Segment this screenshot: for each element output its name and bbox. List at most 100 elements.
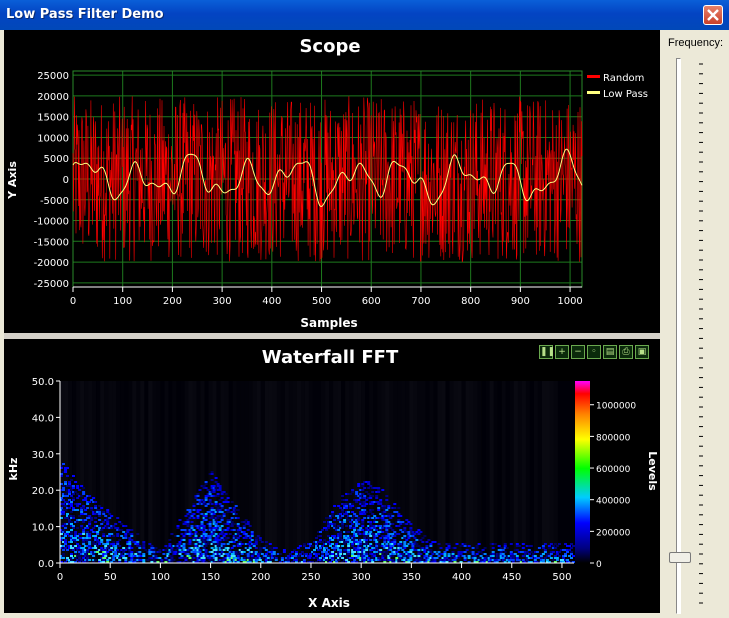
waterfall-background-column bbox=[465, 381, 470, 563]
waterfall-cell bbox=[351, 545, 355, 547]
waterfall-cell bbox=[347, 539, 351, 541]
waterfall-cell bbox=[204, 519, 208, 521]
waterfall-cell bbox=[62, 485, 65, 487]
waterfall-cell bbox=[437, 561, 441, 563]
waterfall-cell bbox=[142, 545, 146, 547]
waterfall-cell bbox=[106, 517, 110, 519]
frequency-slider-thumb[interactable] bbox=[669, 552, 691, 564]
waterfall-cell bbox=[178, 553, 182, 555]
waterfall-cell bbox=[407, 521, 411, 523]
waterfall-cell bbox=[128, 555, 132, 557]
waterfall-cell bbox=[471, 553, 475, 555]
waterfall-cell bbox=[499, 549, 503, 551]
waterfall-cell bbox=[214, 481, 218, 483]
waterfall-cell bbox=[345, 503, 349, 505]
save-icon[interactable]: ▣ bbox=[635, 345, 649, 359]
waterfall-cell bbox=[74, 491, 78, 493]
waterfall-cell bbox=[86, 545, 90, 547]
waterfall-cell bbox=[68, 507, 71, 509]
waterfall-cell bbox=[379, 531, 383, 533]
waterfall-cell bbox=[341, 539, 345, 541]
waterfall-cell bbox=[90, 531, 94, 533]
waterfall-cell bbox=[94, 513, 98, 515]
waterfall-cell bbox=[70, 487, 73, 489]
waterfall-cell bbox=[349, 493, 353, 495]
print-icon[interactable]: ⎙ bbox=[619, 345, 633, 359]
waterfall-cell bbox=[345, 493, 349, 495]
waterfall-cell bbox=[503, 555, 507, 557]
waterfall-cell bbox=[349, 521, 353, 523]
close-button[interactable] bbox=[703, 5, 723, 25]
waterfall-cell bbox=[86, 503, 90, 505]
waterfall-cell bbox=[353, 541, 357, 543]
waterfall-cell bbox=[393, 531, 397, 533]
waterfall-cell bbox=[184, 559, 188, 561]
waterfall-cell bbox=[256, 559, 260, 561]
waterfall-cell bbox=[391, 559, 395, 561]
waterfall-cell bbox=[128, 533, 132, 535]
pause-icon[interactable]: ❚❚ bbox=[539, 345, 556, 359]
copy-icon[interactable]: ▤ bbox=[603, 345, 617, 359]
waterfall-cell bbox=[572, 561, 575, 563]
waterfall-cell bbox=[250, 535, 254, 537]
waterfall-cell bbox=[208, 517, 212, 519]
waterfall-cell bbox=[64, 483, 67, 485]
waterfall-cell bbox=[118, 559, 122, 561]
waterfall-cell bbox=[483, 557, 487, 559]
splitter[interactable] bbox=[4, 333, 660, 339]
zoom-in-icon[interactable]: + bbox=[555, 345, 569, 359]
waterfall-cell bbox=[331, 511, 335, 513]
waterfall-cell bbox=[463, 559, 467, 561]
waterfall-cell bbox=[369, 517, 373, 519]
waterfall-cell bbox=[383, 507, 387, 509]
waterfall-cell bbox=[220, 545, 224, 547]
waterfall-cell bbox=[268, 543, 272, 545]
waterfall-cell bbox=[553, 547, 557, 549]
waterfall-cell bbox=[188, 511, 192, 513]
waterfall-cell bbox=[214, 501, 218, 503]
waterfall-cell bbox=[80, 549, 84, 551]
waterfall-cell bbox=[379, 525, 383, 527]
waterfall-cell bbox=[152, 555, 156, 557]
waterfall-cell bbox=[319, 559, 322, 561]
zoom-reset-icon[interactable]: ◦ bbox=[587, 345, 601, 359]
waterfall-cell bbox=[566, 549, 569, 551]
waterfall-cell bbox=[329, 517, 332, 519]
waterfall-cell bbox=[497, 545, 501, 547]
waterfall-x-tick-label: 400 bbox=[452, 572, 471, 583]
waterfall-background-column bbox=[216, 381, 221, 563]
frequency-slider-track[interactable] bbox=[676, 58, 681, 614]
waterfall-cell bbox=[391, 507, 395, 509]
waterfall-cell bbox=[224, 533, 228, 535]
waterfall-cell bbox=[363, 555, 367, 557]
waterfall-cell bbox=[232, 559, 236, 561]
waterfall-cell bbox=[331, 547, 335, 549]
waterfall-cell bbox=[363, 541, 367, 543]
waterfall-cell bbox=[309, 561, 312, 563]
waterfall-cell bbox=[146, 559, 150, 561]
waterfall-cell bbox=[302, 559, 306, 561]
waterfall-cell bbox=[150, 559, 154, 561]
waterfall-cell bbox=[218, 489, 222, 491]
waterfall-cell bbox=[371, 509, 375, 511]
waterfall-cell bbox=[343, 503, 347, 505]
waterfall-cell bbox=[140, 561, 144, 563]
waterfall-cell bbox=[174, 549, 178, 551]
waterfall-background-column bbox=[280, 381, 286, 563]
waterfall-background-column bbox=[196, 381, 201, 563]
waterfall-cell bbox=[323, 559, 326, 561]
waterfall-cell bbox=[562, 561, 565, 563]
waterfall-cell bbox=[220, 531, 224, 533]
waterfall-cell bbox=[479, 555, 483, 557]
waterfall-cell bbox=[385, 515, 389, 517]
waterfall-cell bbox=[216, 561, 220, 563]
waterfall-cell bbox=[381, 551, 385, 553]
waterfall-background-column bbox=[180, 381, 185, 563]
waterfall-cell bbox=[539, 559, 543, 561]
waterfall-cell bbox=[387, 549, 391, 551]
waterfall-background-column bbox=[517, 381, 522, 563]
waterfall-background-column bbox=[389, 381, 394, 563]
waterfall-cell bbox=[375, 547, 379, 549]
zoom-out-icon[interactable]: − bbox=[571, 345, 585, 359]
waterfall-cell bbox=[375, 495, 379, 497]
